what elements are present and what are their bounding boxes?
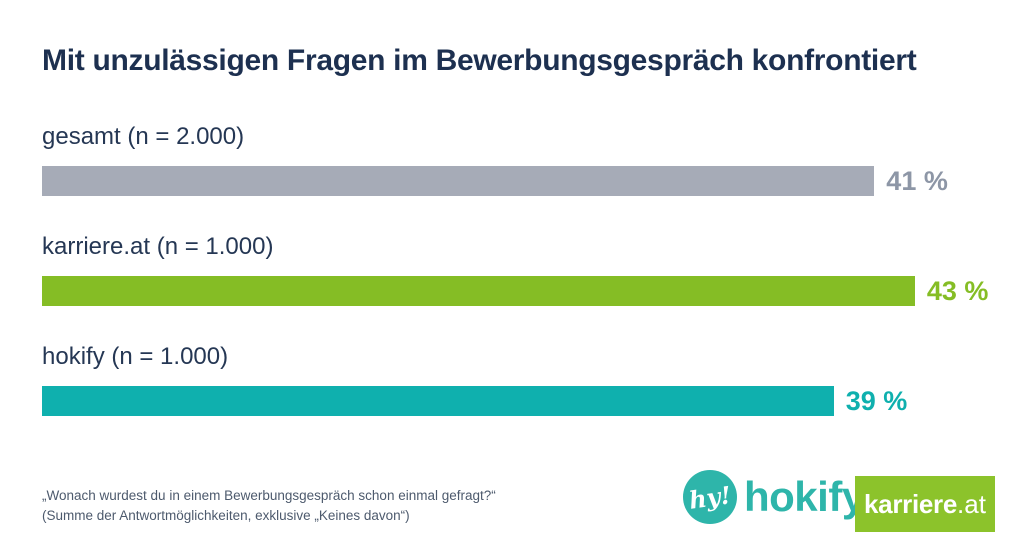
bar-category-label-hokify: hokify (n = 1.000) [42, 343, 229, 370]
karriere-logo-text-bold: karriere [864, 488, 958, 519]
bar-category-label-gesamt: gesamt (n = 2.000) [42, 123, 245, 150]
bar-category-label-karriere: karriere.at (n = 1.000) [42, 233, 274, 260]
hokify-wordmark: hokify [744, 473, 865, 520]
bar-value-hokify: 39 % [845, 385, 908, 416]
bar-line-gesamt: 41 % [42, 166, 1024, 196]
chart-title: Mit unzulässigen Fragen im Bewerbungsges… [42, 44, 917, 77]
bar-row-gesamt: gesamt (n = 2.000) 41 % [42, 122, 1024, 196]
hokify-badge-icon: hy! [683, 470, 737, 524]
bar-line-karriere: 43 % [42, 276, 1024, 306]
bar-karriere [42, 276, 915, 306]
footnote: „Wonach wurdest du in einem Bewerbungsge… [42, 486, 496, 526]
karriere-at-logo: karriere .at [855, 476, 995, 532]
footnote-line-2: (Summe der Antwortmöglichkeiten, exklusi… [42, 508, 410, 523]
bar-gesamt [42, 166, 875, 196]
karriere-logo-text-light: .at [957, 488, 986, 519]
bar-value-gesamt: 41 % [886, 165, 948, 196]
bar-hokify [42, 386, 834, 416]
bar-row-karriere: karriere.at (n = 1.000) 43 % [42, 232, 1024, 306]
footnote-line-1: „Wonach wurdest du in einem Bewerbungsge… [42, 488, 496, 503]
bar-row-hokify: hokify (n = 1.000) 39 % [42, 342, 1024, 416]
bar-value-karriere: 43 % [926, 275, 989, 306]
hokify-badge-text: hy! [687, 479, 733, 515]
bar-line-hokify: 39 % [42, 386, 1024, 416]
hokify-logo: hy! hokify [683, 470, 865, 524]
